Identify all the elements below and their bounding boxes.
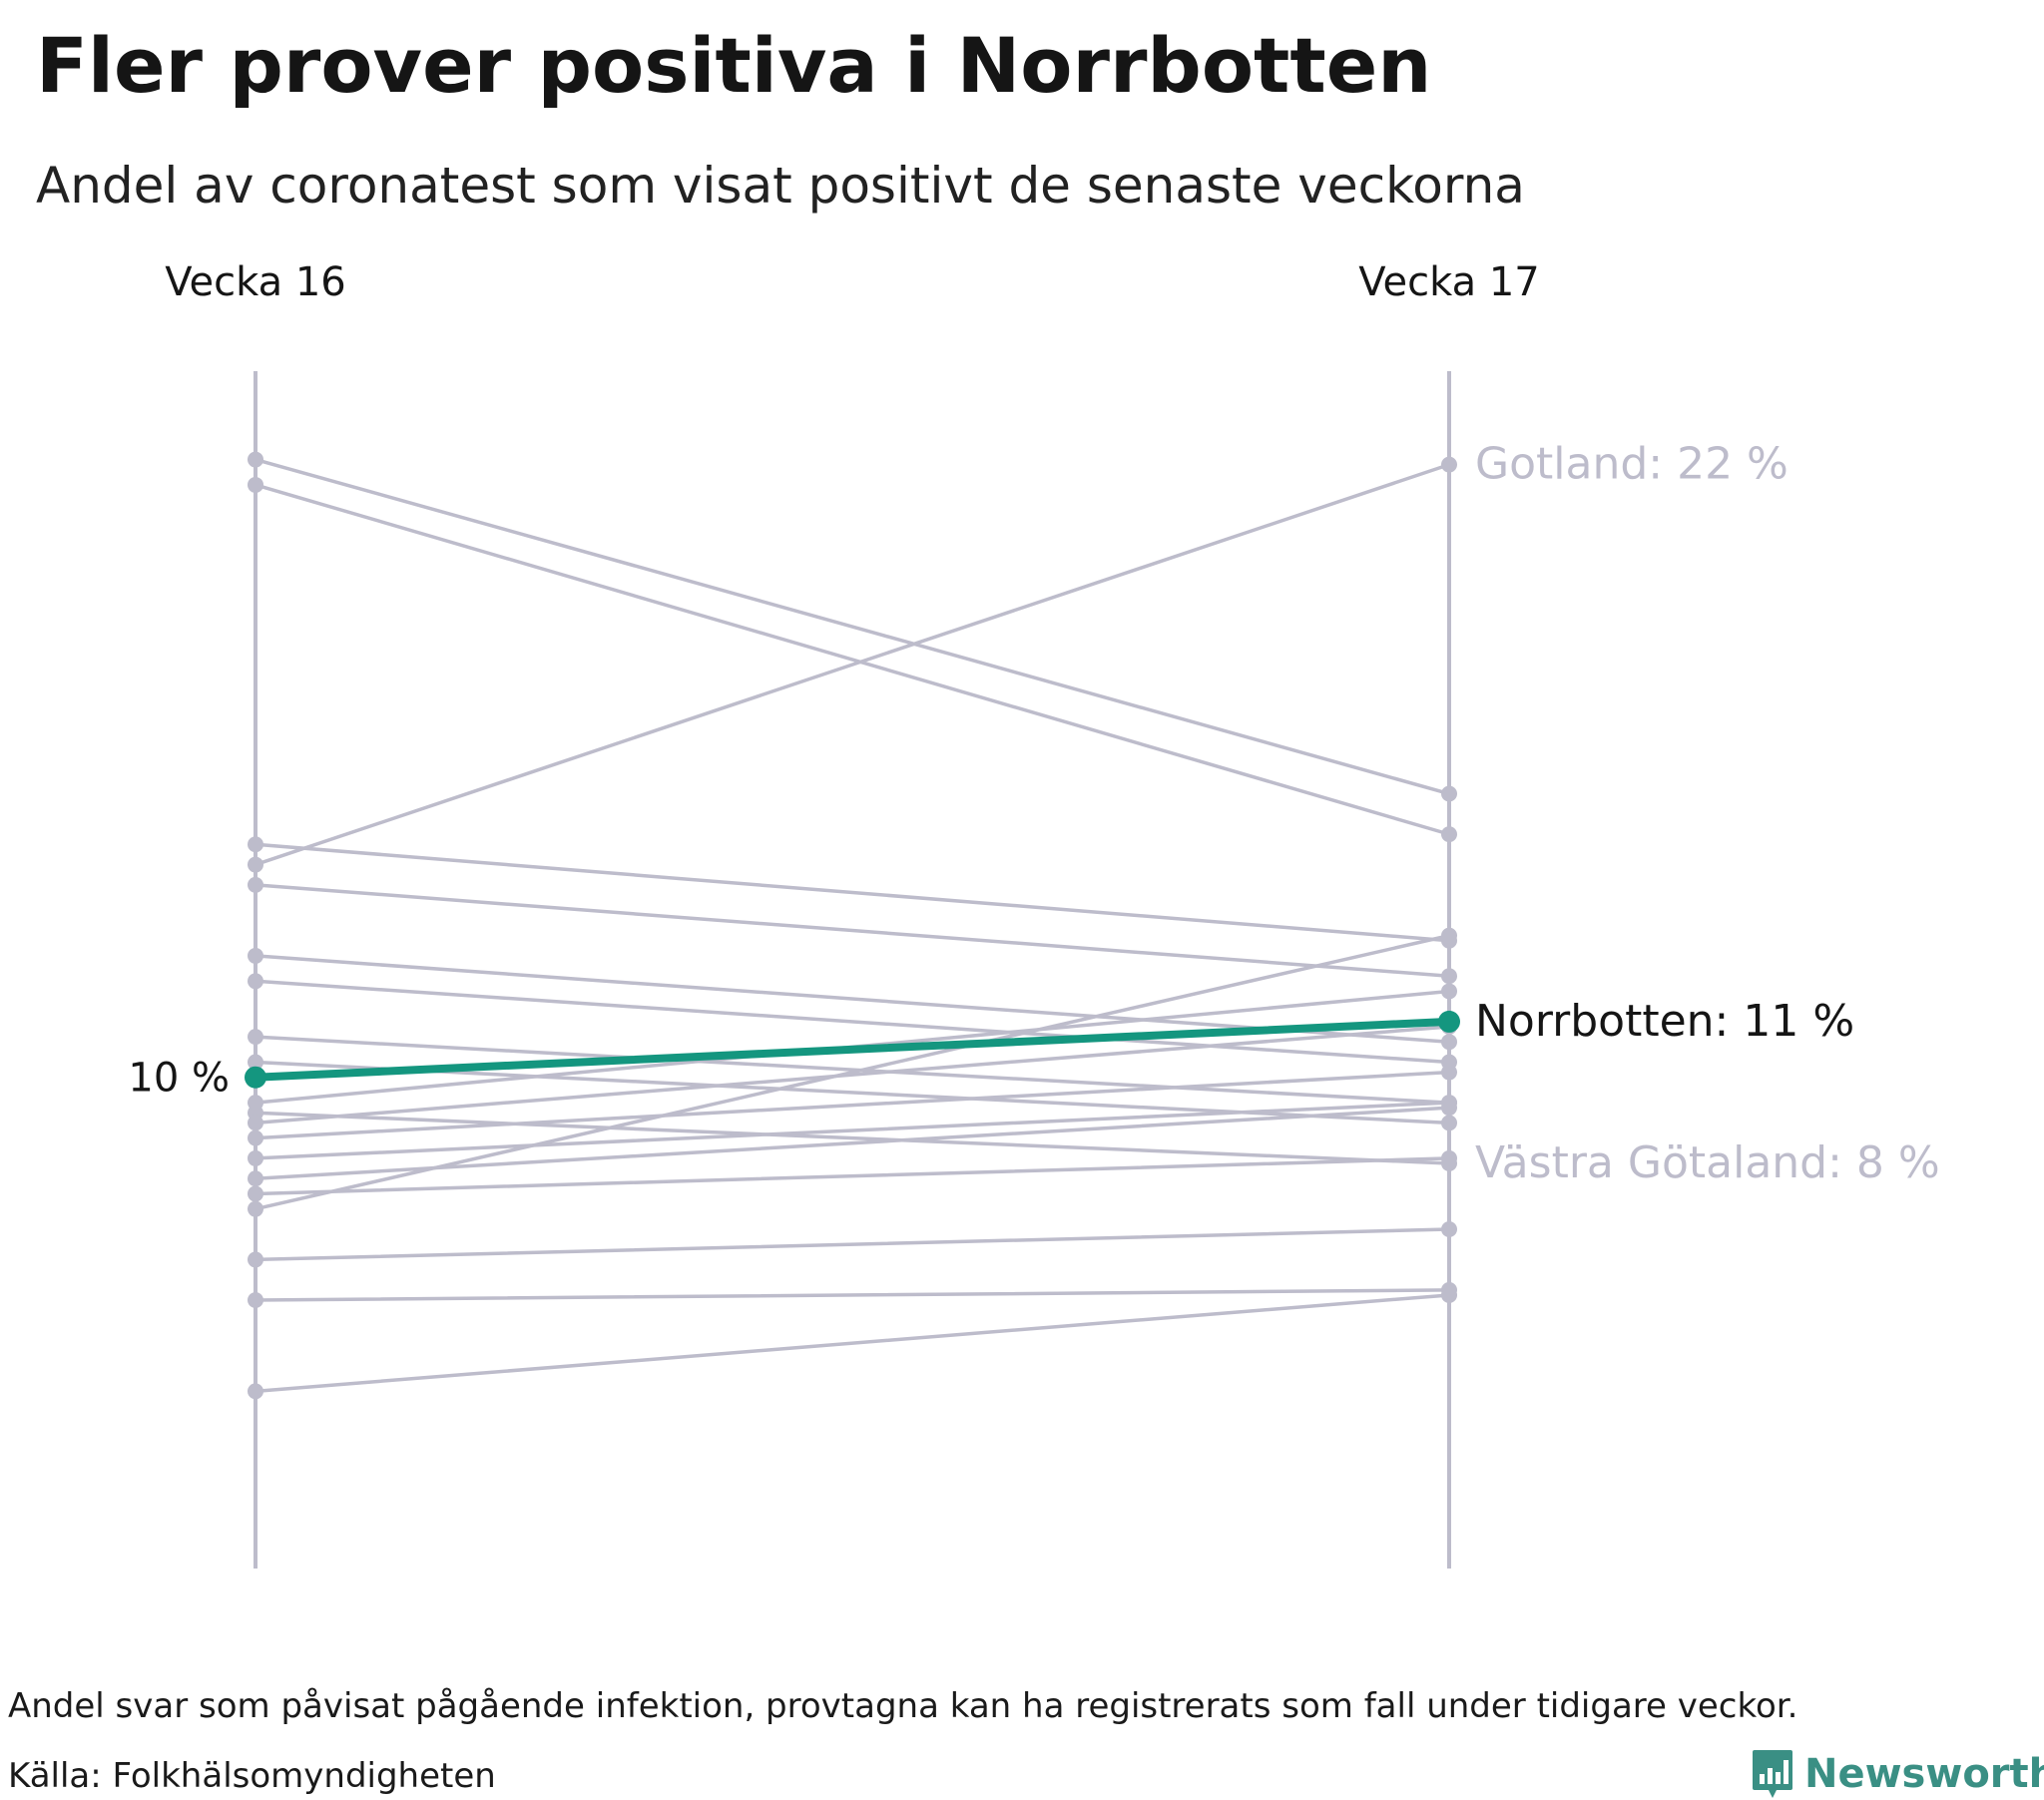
series-västra-götaland-line xyxy=(254,1111,1451,1165)
series-n-point-start xyxy=(248,1185,263,1202)
series-h-point-start xyxy=(248,1054,263,1071)
source-note: Källa: Folkhälsomyndigheten xyxy=(8,1756,496,1796)
series-o-point-start xyxy=(248,1200,263,1217)
series-h-point-end xyxy=(1441,1115,1457,1131)
newsworthy-logo-icon xyxy=(1753,1750,1792,1798)
series-l-line xyxy=(254,1101,1451,1160)
series-e-point-start xyxy=(248,947,263,964)
series-a-point-start xyxy=(248,451,263,468)
series-m-point-start xyxy=(248,1170,263,1187)
series-b-line xyxy=(254,483,1451,836)
right-label-3: Västra Götaland: 8 % xyxy=(1475,1137,1940,1188)
series-o-point-end xyxy=(1441,927,1457,944)
series-n-line xyxy=(254,1156,1451,1196)
series-g-line xyxy=(254,1035,1451,1105)
series-f-line xyxy=(254,979,1451,1065)
series-p-line xyxy=(254,1227,1451,1262)
series-g-point-start xyxy=(248,1029,263,1046)
series-l-point-start xyxy=(248,1149,263,1166)
series-m-line xyxy=(254,1106,1451,1180)
column-label-1: Vecka 16 xyxy=(165,259,345,305)
left-value-label: 10 % xyxy=(128,1056,230,1102)
series-b-point-end xyxy=(1441,826,1457,843)
series-q-point-start xyxy=(248,1292,263,1309)
slope-chart: Vecka 16 Vecka 17 10 % Gotland: 22 % Norrbo… xyxy=(128,259,1940,1569)
series-i-point-start xyxy=(248,1095,263,1112)
series-norrbotten-point-end xyxy=(1438,1010,1460,1033)
series-a-line xyxy=(254,457,1451,796)
chart-title: Fler prover positiva i Norrbotten xyxy=(36,21,1432,110)
series-k-point-start xyxy=(248,1129,263,1146)
chart-subtitle: Andel av coronatest som visat positivt d… xyxy=(36,157,1525,215)
series-r-line xyxy=(254,1293,1451,1394)
right-label-2: Norrbotten: 11 % xyxy=(1475,996,1854,1047)
series-r-point-start xyxy=(248,1383,263,1400)
series-norrbotten-point-start xyxy=(245,1066,266,1089)
series-j-line xyxy=(254,1025,1451,1125)
series-k-point-end xyxy=(1441,1064,1457,1081)
series-k-line xyxy=(254,1070,1451,1140)
series-f-point-start xyxy=(248,973,263,990)
series-q-line xyxy=(254,1288,1451,1302)
series-p-point-end xyxy=(1441,1220,1457,1237)
series-gotland-point-start xyxy=(248,856,263,873)
series-p-point-start xyxy=(248,1251,263,1268)
series-gotland-line xyxy=(254,462,1451,867)
series-i-point-end xyxy=(1441,983,1457,1000)
series-norrbotten-line xyxy=(252,1017,1453,1082)
series-c-line xyxy=(254,842,1451,943)
series-o-line xyxy=(254,933,1451,1211)
footnote: Andel svar som påvisat pågående infektio… xyxy=(8,1686,1798,1726)
series-n-point-end xyxy=(1441,1149,1457,1166)
right-label-1: Gotland: 22 % xyxy=(1475,439,1788,490)
series-d-line xyxy=(254,883,1451,978)
series-b-point-start xyxy=(248,476,263,493)
series-c-point-start xyxy=(248,836,263,853)
brand: Newsworthy xyxy=(1751,1748,2044,1800)
brand-name: Newsworthy xyxy=(1804,1751,2044,1797)
series-d-point-end xyxy=(1441,968,1457,985)
series-gotland-point-end xyxy=(1441,456,1457,473)
series-r-point-end xyxy=(1441,1286,1457,1303)
series-a-point-end xyxy=(1441,785,1457,802)
column-label-2: Vecka 17 xyxy=(1358,259,1539,305)
series-m-point-end xyxy=(1441,1100,1457,1117)
series-d-point-start xyxy=(248,876,263,893)
series-e-point-end xyxy=(1441,1034,1457,1051)
series-j-point-start xyxy=(248,1115,263,1131)
